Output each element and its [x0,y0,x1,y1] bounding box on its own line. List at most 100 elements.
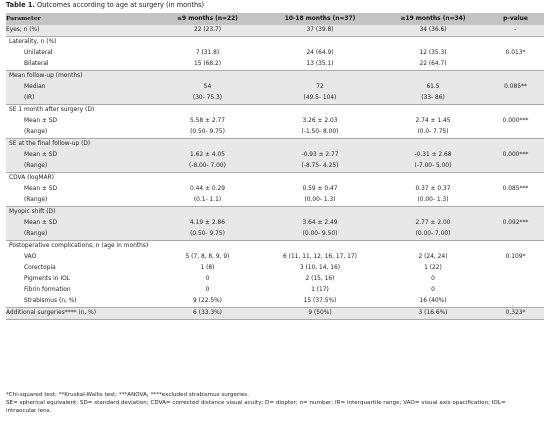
footnote-tests: *Chi-squared test; **Kruskal-Wallis test… [6,392,249,398]
cell-9-months: (-8.00- 7.00) [154,161,261,173]
cell-10-18-months: 1 (17) [261,285,379,296]
cell-19-months: (0.00- 7.00) [379,229,487,241]
cell-9-months: 0 [154,285,261,296]
cell-p-value [487,285,544,296]
cell-9-months: 1.62 ± 4.05 [154,150,261,161]
cell-10-18-months: 24 (64.9) [261,48,379,59]
cell-10-18-months: 37 (39.8) [261,25,379,37]
cell-10-18-months: 72 [261,82,379,93]
section-label: Myopic shift (D) [6,206,154,218]
cell-10-18-months: 13 (35.1) [261,59,379,71]
header-19-months: ≥19 months (n=34) [379,13,487,25]
cell-p-value: 0.000*** [487,116,544,127]
cell-p-value: 0.323* [487,307,544,320]
table-title: Outcomes according to age at surgery (in… [37,1,205,9]
cell-10-18-months: 0.59 ± 0.47 [261,184,379,195]
table-row: (Range) (-8.00- 7.00) (-8.75- 4.25) (-7.00-… [6,161,544,173]
row-label: Unilateral [6,48,154,59]
row-label: Strabismus (n, %) [6,296,154,308]
cell-10-18-months: 9 (50%) [261,307,379,320]
cell-9-months: 9 (22.5%) [154,296,261,308]
footnote-abbreviations: SE= spherical equivalent; SD= standard d… [6,400,506,406]
section-label: Postoperative complications, n (age in m… [6,240,154,252]
cell-19-months: (33- 86) [379,93,487,105]
cell-p-value: 0.109* [487,252,544,263]
cell-p-value: 0.092*** [487,218,544,229]
section-label: CDVA (logMAR) [6,172,154,184]
row-label: (Range) [6,127,154,139]
cell-p-value [487,296,544,308]
cell-19-months: 3 (16.6%) [379,307,487,320]
table-caption: Table 1. Outcomes according to age at su… [6,1,204,10]
section-row: Mean follow-up (months) [6,70,544,82]
cell-p-value: 0.013* [487,48,544,59]
row-label: Mean ± SD [6,116,154,127]
cell-p-value: 0.085*** [487,184,544,195]
cell-19-months: 2.77 ± 2.00 [379,218,487,229]
outcomes-table: Parameter ≤9 months (n=22) 10-18 months … [6,13,544,320]
cell-19-months: 0 [379,274,487,285]
cell-9-months: (0.50- 9.75) [154,229,261,241]
table-row: Strabismus (n, %) 9 (22.5%) 15 (37.5%) 16 (… [6,296,544,308]
cell-p-value [487,195,544,207]
section-row: SE 1 month after surgery (D) [6,104,544,116]
table-row: Eyes, n (%) 22 (23.7) 37 (39.8) 34 (36.6) - [6,25,544,37]
cell-p-value [487,274,544,285]
table-row: Mean ± SD 5.58 ± 2.77 3.26 ± 2.03 2.74 ± 1.… [6,116,544,127]
cell-19-months: 1 (22) [379,263,487,274]
cell-10-18-months: 6 (11, 11, 12, 16, 17, 17) [261,252,379,263]
table-row: Unilateral 7 (31.8) 24 (64.9) 12 (35.3) 0.01… [6,48,544,59]
cell-10-18-months: -0.93 ± 2.77 [261,150,379,161]
cell-19-months: (0.00- 1.3) [379,195,487,207]
cell-19-months: 12 (35.3) [379,48,487,59]
row-label: Median [6,82,154,93]
footnote-abbreviations-cont: intraocular lens. [6,408,52,414]
section-row: SE at the final follow-up (D) [6,138,544,150]
cell-p-value [487,127,544,139]
row-label: Fibrin formation [6,285,154,296]
cell-9-months: 5.58 ± 2.77 [154,116,261,127]
cell-9-months: 6 (33.3%) [154,307,261,320]
cell-10-18-months: (-1.50- 8.00) [261,127,379,139]
row-label: (Range) [6,161,154,173]
cell-19-months: 61.5 [379,82,487,93]
row-label: (Range) [6,195,154,207]
section-row: CDVA (logMAR) [6,172,544,184]
section-label: Laterality, n (%) [6,36,154,48]
row-label: (Range) [6,229,154,241]
cell-9-months: (0.50- 9.75) [154,127,261,139]
cell-9-months: (0.1- 1.1) [154,195,261,207]
section-label: SE 1 month after surgery (D) [6,104,154,116]
cell-19-months: 22 (64.7) [379,59,487,71]
table-row: Mean ± SD 4.19 ± 2.86 3.64 ± 2.49 2.77 ± 2.… [6,218,544,229]
table-row: Additional surgeries**** (n, %) 6 (33.3%)… [6,307,544,320]
table-footnotes: *Chi-squared test; **Kruskal-Wallis test… [6,391,546,415]
table-row: Bilateral 15 (68.2) 13 (35.1) 22 (64.7) [6,59,544,71]
row-label: Pigments in IOL [6,274,154,285]
table-row: (Range) (0.50- 9.75) (0.00- 9.50) (0.00- 7.… [6,229,544,241]
cell-19-months: (0.0- 7.75) [379,127,487,139]
row-label: Bilateral [6,59,154,71]
section-row: Myopic shift (D) [6,206,544,218]
row-label: (IR) [6,93,154,105]
header-row: Parameter ≤9 months (n=22) 10-18 months … [6,13,544,25]
section-label: SE at the final follow-up (D) [6,138,154,150]
cell-p-value [487,161,544,173]
cell-10-18-months: 15 (37.5%) [261,296,379,308]
row-label: Mean ± SD [6,218,154,229]
cell-19-months: 2 (24, 24) [379,252,487,263]
cell-p-value [487,93,544,105]
cell-9-months: 7 (31.8) [154,48,261,59]
cell-19-months: 0 [379,285,487,296]
table-number: Table 1. [6,1,35,9]
cell-19-months: 0.37 ± 0.37 [379,184,487,195]
row-label: Mean ± SD [6,150,154,161]
cell-p-value: 0.085** [487,82,544,93]
cell-10-18-months: 3.26 ± 2.03 [261,116,379,127]
table-row: Fibrin formation 0 1 (17) 0 [6,285,544,296]
cell-10-18-months: (0.00- 1.3) [261,195,379,207]
section-row: Postoperative complications, n (age in m… [6,240,544,252]
row-label: VAO [6,252,154,263]
cell-9-months: 4.19 ± 2.86 [154,218,261,229]
table-row: VAO 5 (7, 8, 8, 9, 9) 6 (11, 11, 12, 16, 1… [6,252,544,263]
